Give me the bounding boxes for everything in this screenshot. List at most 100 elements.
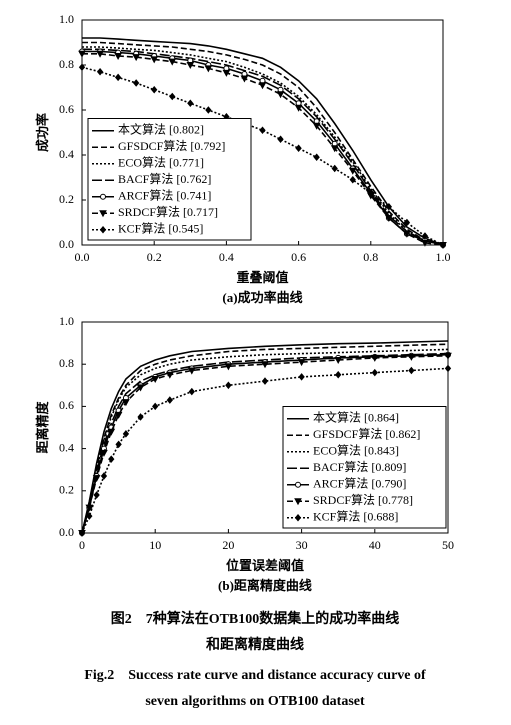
marker — [335, 370, 342, 379]
legend-marker — [99, 210, 107, 218]
y-axis-label: 成功率 — [35, 113, 50, 152]
x-tick-label: 10 — [149, 538, 161, 552]
marker — [166, 396, 173, 404]
y-axis-label: 距离精度 — [35, 401, 50, 454]
marker — [186, 62, 195, 70]
y-tick-label: 0.0 — [59, 525, 74, 539]
legend-label: 本文算法 [0.864] — [313, 410, 399, 425]
subtitle: (b)距离精度曲线 — [218, 578, 312, 593]
series-line — [82, 41, 444, 246]
caption-en: seven algorithms on OTB100 dataset — [145, 694, 365, 709]
legend-label: BACF算法 [0.809] — [313, 459, 406, 474]
marker — [334, 356, 343, 365]
marker — [114, 411, 123, 419]
legend-marker — [99, 225, 107, 234]
legend-label: 本文算法 [0.802] — [118, 122, 204, 137]
marker — [85, 504, 94, 512]
subtitle: (a)成功率曲线 — [222, 290, 302, 305]
marker — [96, 67, 104, 76]
marker — [258, 82, 267, 90]
marker — [298, 373, 305, 381]
legend-marker — [294, 513, 302, 522]
marker — [277, 135, 284, 144]
legend-label: ECO算法 [0.843] — [313, 443, 399, 458]
marker — [403, 218, 411, 227]
marker — [312, 122, 321, 130]
series-line — [82, 37, 444, 246]
marker — [421, 239, 429, 247]
x-axis-label: 重叠阈值 — [236, 270, 288, 285]
y-tick-label: 0.0 — [59, 237, 74, 251]
marker — [168, 58, 177, 66]
legend-label: SRDCF算法 [0.717] — [118, 204, 218, 219]
legend-label: BACF算法 [0.762] — [118, 171, 211, 186]
series-line — [81, 355, 449, 534]
marker — [224, 363, 233, 371]
caption-cn: 图2 7种算法在OTB100数据集上的成功率曲线 — [111, 610, 400, 627]
marker — [276, 91, 285, 99]
marker — [204, 65, 213, 73]
marker — [259, 126, 266, 135]
legend-marker — [295, 481, 301, 488]
marker — [100, 449, 108, 457]
x-tick-label: 0.8 — [363, 250, 378, 264]
x-tick-label: 40 — [369, 538, 381, 552]
marker — [152, 402, 159, 411]
legend-label: ARCF算法 [0.741] — [118, 188, 211, 203]
marker — [295, 144, 302, 153]
marker — [187, 367, 196, 375]
y-tick-label: 0.8 — [59, 356, 74, 370]
y-tick-label: 0.4 — [59, 147, 74, 161]
marker — [114, 73, 122, 82]
x-tick-label: 0 — [79, 538, 85, 552]
y-tick-label: 0.8 — [59, 57, 74, 71]
marker — [222, 69, 231, 77]
marker — [439, 241, 447, 249]
marker — [93, 491, 100, 499]
x-tick-label: 20 — [222, 538, 234, 552]
marker — [225, 381, 232, 390]
legend-marker — [294, 498, 302, 506]
marker — [169, 92, 176, 101]
marker — [385, 202, 393, 211]
marker — [407, 353, 416, 361]
marker — [86, 512, 93, 520]
y-tick-label: 0.6 — [59, 102, 74, 116]
legend-label: GFSDCF算法 [0.792] — [118, 138, 225, 153]
marker — [136, 384, 145, 392]
series-line — [81, 367, 449, 534]
x-axis-label: 位置误差阈值 — [226, 558, 304, 573]
x-tick-label: 0.0 — [75, 250, 90, 264]
marker — [261, 377, 269, 385]
legend-label: KCF算法 [0.545] — [118, 221, 203, 236]
marker — [132, 54, 140, 62]
marker — [165, 371, 174, 379]
marker — [187, 99, 194, 108]
x-tick-label: 1.0 — [436, 250, 451, 264]
marker — [108, 455, 115, 463]
marker — [240, 75, 249, 83]
marker — [188, 387, 195, 396]
x-tick-label: 30 — [296, 538, 308, 552]
marker — [370, 354, 379, 362]
legend-box — [282, 406, 447, 529]
marker — [137, 413, 144, 421]
marker — [205, 106, 212, 114]
marker — [331, 164, 338, 173]
legend-box — [87, 118, 252, 241]
marker — [100, 472, 108, 480]
marker — [96, 50, 104, 58]
marker — [444, 364, 452, 373]
plot-frame — [81, 19, 444, 246]
marker — [78, 63, 86, 72]
legend-label: KCF算法 [0.688] — [313, 509, 398, 524]
marker — [348, 167, 357, 175]
marker — [151, 375, 160, 384]
x-tick-label: 0.4 — [219, 250, 234, 264]
marker — [78, 50, 86, 58]
marker — [122, 399, 130, 407]
marker — [403, 230, 411, 238]
marker — [132, 79, 140, 87]
marker — [371, 368, 378, 377]
